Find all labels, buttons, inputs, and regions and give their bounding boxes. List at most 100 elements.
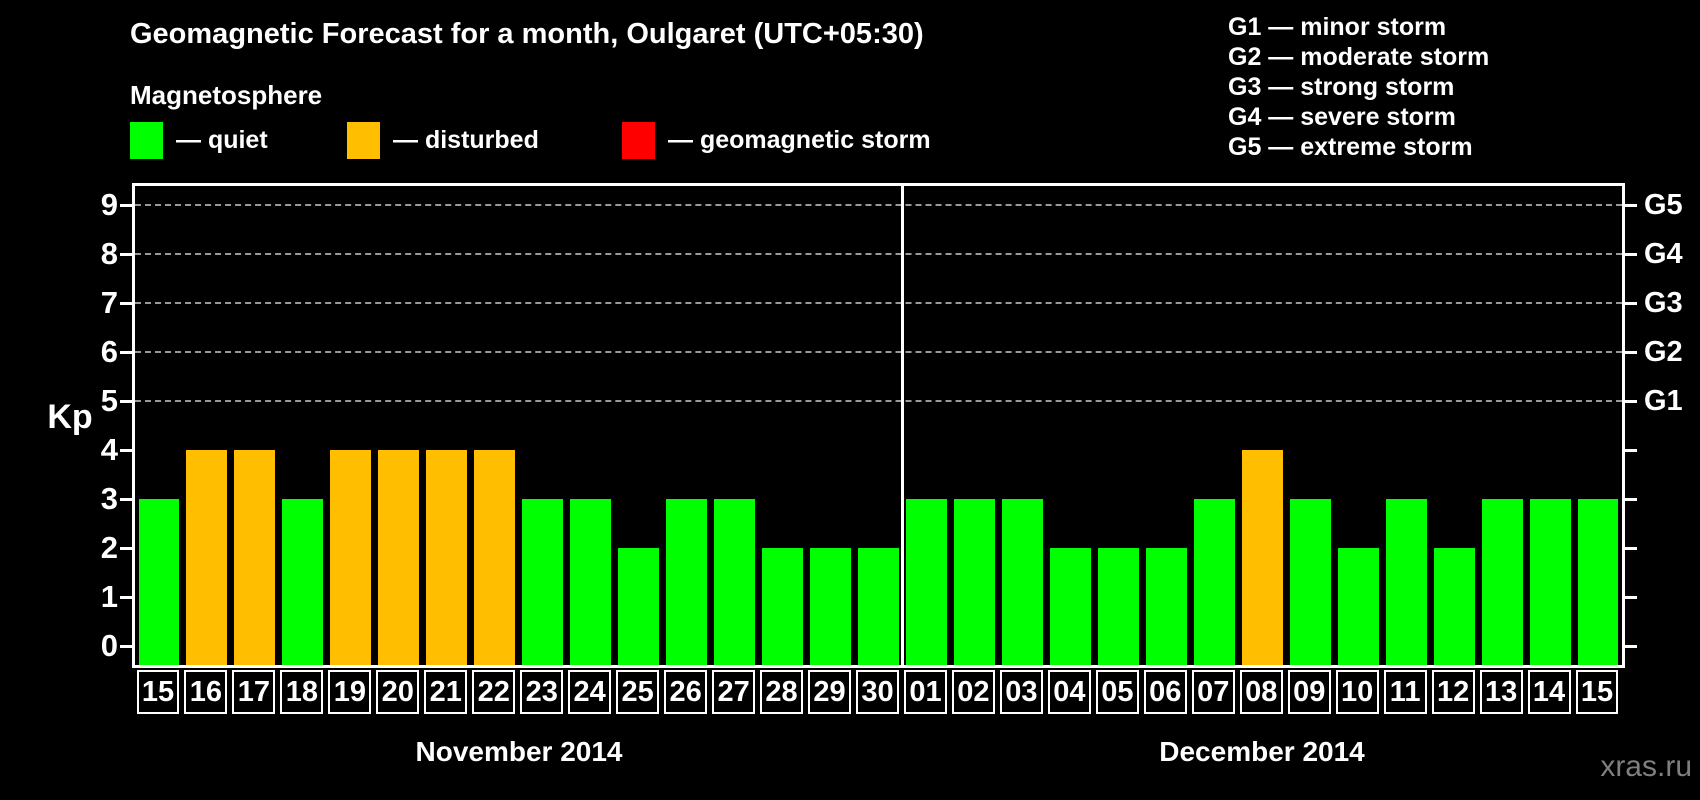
y-axis-tick-left — [120, 448, 135, 452]
y-axis-tick-right — [1622, 301, 1637, 305]
date-label: 17 — [232, 670, 276, 714]
date-label: 04 — [1047, 670, 1091, 714]
y-axis-tick-right — [1622, 644, 1637, 648]
kp-bar — [1337, 548, 1379, 665]
kp-bar — [1049, 548, 1091, 665]
disturbed-color-swatch — [347, 121, 380, 159]
y-axis-tick-label: 0 — [100, 628, 118, 663]
kp-bar — [378, 450, 420, 665]
kp-bar — [1433, 548, 1475, 665]
y-axis-tick-left — [120, 350, 135, 354]
g-axis-label: G5 — [1644, 189, 1683, 221]
y-axis-tick-right — [1622, 595, 1637, 599]
date-label: 23 — [520, 670, 564, 714]
legend-item-quiet: — quiet — [130, 121, 268, 159]
kp-bar — [1001, 499, 1043, 665]
date-label: 06 — [1143, 670, 1187, 714]
magnetosphere-legend-heading: Magnetosphere — [130, 80, 323, 110]
date-label: 29 — [808, 670, 851, 714]
y-axis-tick-label: 2 — [100, 530, 118, 565]
date-label: 28 — [760, 670, 804, 714]
kp-bar — [1529, 499, 1571, 665]
g5-legend-line: G5 — extreme storm — [1228, 133, 1473, 161]
gridline-kp5 — [135, 400, 1622, 402]
y-axis-tick-right — [1622, 497, 1637, 501]
plot-border — [132, 183, 1625, 668]
kp-bar — [474, 450, 516, 665]
kp-bar — [330, 450, 372, 665]
date-label: 21 — [424, 670, 468, 714]
date-label: 09 — [1287, 670, 1331, 714]
kp-bar — [953, 499, 995, 665]
y-axis-tick-label: 8 — [100, 236, 118, 271]
gridline-kp9 — [135, 204, 1622, 206]
date-label: 15 — [1575, 670, 1619, 714]
kp-bar — [666, 499, 708, 665]
y-axis-tick-label: 5 — [100, 383, 118, 418]
storm-legend-label: — geomagnetic storm — [668, 125, 931, 154]
page-title: Geomagnetic Forecast for a month, Oulgar… — [130, 18, 924, 50]
kp-bar — [1193, 499, 1235, 665]
date-label: 20 — [376, 670, 420, 714]
date-label: 22 — [472, 670, 516, 714]
y-axis-tick-left — [120, 497, 135, 501]
date-label: 27 — [712, 670, 756, 714]
g3-legend-line: G3 — strong storm — [1228, 73, 1455, 101]
kp-bar — [858, 548, 899, 665]
y-axis-tick-right — [1622, 399, 1637, 403]
date-label: 08 — [1239, 670, 1283, 714]
kp-bar — [282, 499, 324, 665]
y-axis-tick-label: 3 — [100, 481, 118, 516]
kp-bar — [762, 548, 804, 665]
y-axis-tick-label: 7 — [100, 285, 118, 320]
kp-bar — [1385, 499, 1427, 665]
date-label: 24 — [568, 670, 612, 714]
y-axis-tick-label: 6 — [100, 334, 118, 369]
g-scale-legend: G1 — minor storm G2 — moderate storm G3 … — [1228, 12, 1489, 162]
kp-bar — [1481, 499, 1523, 665]
date-label: 25 — [616, 670, 660, 714]
y-axis-tick-label: 9 — [100, 187, 118, 222]
y-axis-tick-left — [120, 399, 135, 403]
date-label: 19 — [328, 670, 372, 714]
quiet-legend-label: — quiet — [176, 125, 268, 154]
kp-bar — [1241, 450, 1283, 665]
kp-bar — [1289, 499, 1331, 665]
disturbed-legend-label: — disturbed — [393, 125, 539, 154]
date-label: 01 — [903, 670, 947, 714]
date-label: 02 — [951, 670, 995, 714]
g1-legend-line: G1 — minor storm — [1228, 13, 1447, 41]
y-axis-tick-left — [120, 546, 135, 550]
y-axis-tick-right — [1622, 350, 1637, 354]
y-axis-tick-right — [1622, 448, 1637, 452]
y-axis-tick-left — [120, 301, 135, 305]
kp-bar — [714, 499, 756, 665]
watermark: xras.ru — [1600, 750, 1692, 783]
kp-bar — [186, 450, 228, 665]
date-label: 03 — [999, 670, 1043, 714]
gridline-kp6 — [135, 351, 1622, 353]
month-label-november: November 2014 — [415, 736, 623, 767]
y-axis-tick-label: 1 — [100, 579, 118, 614]
date-label: 13 — [1479, 670, 1523, 714]
g-axis-label: G3 — [1644, 287, 1683, 319]
kp-bar — [1145, 548, 1187, 665]
y-axis-tick-left — [120, 203, 135, 207]
gridline-kp7 — [135, 302, 1622, 304]
date-label: 07 — [1191, 670, 1235, 714]
legend-item-storm: — geomagnetic storm — [622, 121, 931, 159]
legend-item-disturbed: — disturbed — [347, 121, 539, 159]
date-label: 05 — [1095, 670, 1139, 714]
storm-color-swatch — [622, 121, 655, 159]
kp-bar — [1577, 499, 1619, 665]
quiet-color-swatch — [130, 121, 163, 159]
y-axis-tick-left — [120, 252, 135, 256]
kp-bar — [905, 499, 947, 665]
date-label: 10 — [1335, 670, 1379, 714]
kp-bar — [234, 450, 276, 665]
date-label: 14 — [1527, 670, 1571, 714]
plot-area: 0 1 2 3 4 5 6 7 8 9 G1 G2 G3 G4 G5 — [101, 183, 1683, 668]
date-axis: 15 16 17 18 19 20 21 22 23 24 25 26 27 28 29 30 01 02 03 04… — [135, 670, 1622, 717]
date-label: 30 — [856, 670, 899, 714]
